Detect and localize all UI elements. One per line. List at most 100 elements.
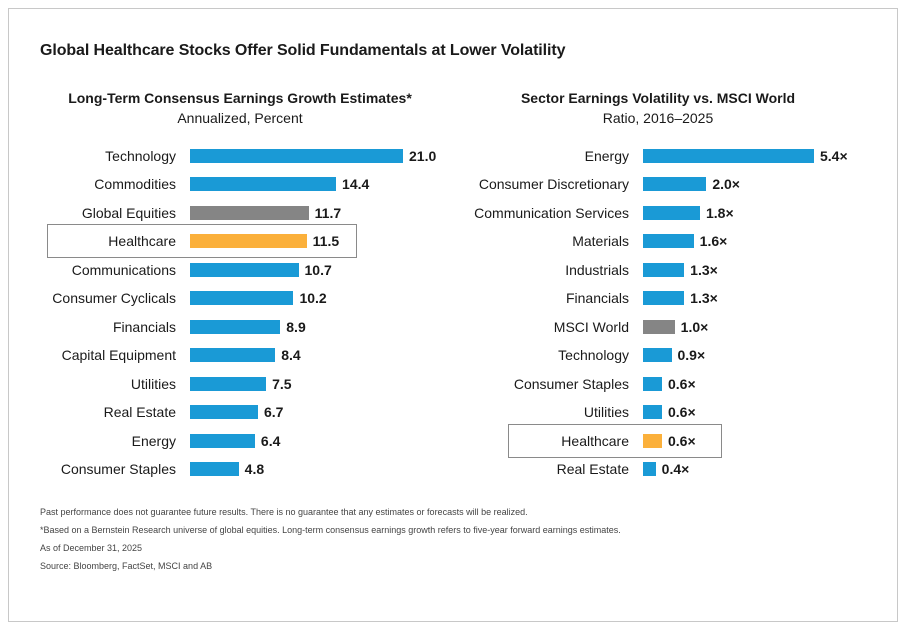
value-label: 0.9× (677, 347, 706, 364)
bar-row-energy: Energy 5.4× (0, 143, 908, 169)
category-label: Consumer Staples (513, 375, 629, 392)
category-label: Materials (572, 233, 629, 250)
bar-communications (190, 262, 299, 277)
bar-energy (190, 433, 255, 448)
value-label: 0.4× (661, 460, 690, 477)
bar-real-estate (190, 405, 258, 420)
bar-row-materials: Materials 1.6× (0, 228, 908, 254)
value-label: 6.4 (260, 432, 281, 449)
chart-frame (8, 8, 898, 622)
category-label: Utilities (130, 375, 176, 392)
bar-commodities (190, 177, 337, 192)
bar-row-healthcare: Healthcare 0.6× (0, 428, 908, 454)
bar-communication-services (643, 205, 700, 220)
category-label: Energy (131, 432, 176, 449)
bar-global-equities (190, 205, 309, 220)
bar-row-communications: Communications 10.7 (0, 257, 908, 283)
category-label: Financials (565, 290, 629, 307)
footnote-disclaimer: Past performance does not guarantee futu… (40, 507, 528, 517)
category-label: Global Equities (81, 204, 176, 221)
bar-row-utilities: Utilities 7.5 (0, 371, 908, 397)
value-label: 4.8 (244, 460, 265, 477)
value-label: 8.9 (286, 318, 306, 335)
category-label: Communication Services (474, 204, 629, 221)
value-label: 5.4× (820, 148, 848, 164)
footnote-source: Source: Bloomberg, FactSet, MSCI and AB (40, 561, 213, 571)
bar-energy (643, 149, 814, 163)
bar-row-real-estate: Real Estate 6.7 (0, 399, 908, 425)
value-label: 1.8× (706, 204, 734, 221)
bar-consumer-staples (643, 376, 662, 391)
category-label: Energy (584, 148, 629, 164)
value-label: 21.0 (409, 148, 437, 164)
bar-msci-world (643, 319, 675, 334)
bar-technology (643, 348, 672, 363)
bar-row-real-estate: Real Estate 0.4× (0, 456, 908, 482)
category-label: MSCI World (553, 318, 629, 335)
bar-industrials (643, 262, 685, 277)
bar-healthcare (190, 234, 307, 249)
bar-row-global-equities: Global Equities 11.7 (0, 200, 908, 226)
footnote-methodology: *Based on a Bernstein Research universe … (40, 525, 621, 535)
value-label: 1.3× (690, 290, 718, 307)
footnote-date: As of December 31, 2025 (40, 543, 143, 553)
category-label: Consumer Cyclicals (52, 290, 176, 307)
highlight-box-healthcare (47, 224, 357, 259)
value-label: 11.7 (314, 204, 342, 221)
bar-utilities (190, 376, 267, 391)
bar-real-estate (643, 461, 656, 476)
bar-row-consumer-staples: Consumer Staples 4.8 (0, 456, 908, 482)
category-label: Capital Equipment (61, 347, 176, 364)
bar-financials (643, 291, 685, 306)
bar-row-financials: Financials 1.3× (0, 285, 908, 311)
category-label: Real Estate (556, 460, 629, 477)
category-label: Consumer Discretionary (478, 176, 629, 193)
value-label: 0.6× (668, 404, 696, 421)
bar-consumer-cyclicals (190, 291, 294, 306)
bar-row-msci-world: MSCI World 1.0× (0, 314, 908, 340)
category-label: Technology (105, 148, 176, 164)
bar-row-communication-services: Communication Services 1.8× (0, 200, 908, 226)
value-label: 0.6× (668, 375, 696, 392)
footnotes: Past performance does not guarantee futu… (40, 503, 621, 575)
bar-row-capital-equipment: Capital Equipment 8.4 (0, 342, 908, 368)
bar-row-financials: Financials 8.9 (0, 314, 908, 340)
main-title: Global Healthcare Stocks Offer Solid Fun… (40, 42, 566, 59)
category-label: Financials (112, 318, 176, 335)
value-label: 10.2 (299, 290, 327, 307)
left-chart-subtitle: Annualized, Percent (177, 110, 303, 126)
bar-utilities (643, 405, 662, 420)
bar-capital-equipment (190, 348, 276, 363)
right-chart-title: Sector Earnings Volatility vs. MSCI Worl… (520, 90, 796, 106)
bar-row-utilities: Utilities 0.6× (0, 399, 908, 425)
value-label: 7.5 (272, 375, 292, 392)
category-label: Utilities (583, 404, 629, 421)
value-label: 1.3× (690, 261, 718, 278)
value-label: 6.7 (263, 404, 284, 421)
bar-consumer-staples (190, 461, 239, 476)
bar-financials (190, 319, 281, 334)
value-label: 11.5 (312, 233, 340, 250)
value-label: 2.0× (712, 176, 740, 193)
bar-technology (190, 149, 403, 163)
bar-row-technology: Technology 0.9× (0, 342, 908, 368)
right-chart-subtitle: Ratio, 2016–2025 (602, 110, 714, 126)
category-label: Real Estate (103, 404, 176, 421)
value-label: 10.7 (304, 261, 332, 278)
value-label: 1.6× (699, 233, 728, 250)
bar-row-consumer-cyclicals: Consumer Cyclicals 10.2 (0, 285, 908, 311)
value-label: 1.0× (680, 318, 709, 335)
bar-materials (643, 234, 694, 249)
value-label: 14.4 (342, 176, 370, 193)
bar-row-consumer-discretionary: Consumer Discretionary 2.0× (0, 171, 908, 197)
value-label: 8.4 (281, 347, 301, 364)
bar-row-industrials: Industrials 1.3× (0, 257, 908, 283)
bar-row-energy: Energy 6.4 (0, 428, 908, 454)
bar-row-healthcare: Healthcare 11.5 (0, 228, 908, 254)
category-label: Communications (71, 261, 176, 278)
category-label: Commodities (94, 176, 176, 193)
highlight-box-healthcare (508, 423, 722, 458)
category-label: Healthcare (561, 432, 629, 449)
bar-row-commodities: Commodities 14.4 (0, 171, 908, 197)
bar-consumer-discretionary (643, 177, 707, 192)
